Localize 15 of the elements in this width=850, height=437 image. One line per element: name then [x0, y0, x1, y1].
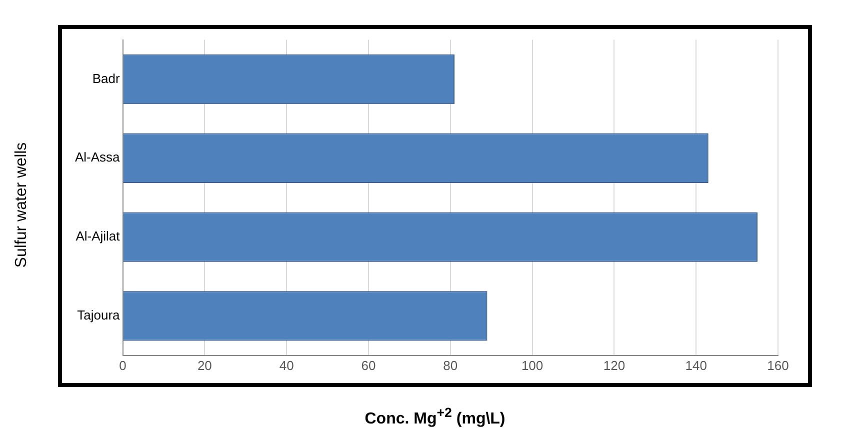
y-axis-title: Sulfur water wells	[13, 142, 31, 268]
y-tick-label: Tajoura	[77, 308, 121, 323]
y-tick-label: Al-Assa	[74, 150, 121, 165]
x-tick-label: 120	[603, 358, 626, 373]
x-tick-label: 100	[521, 358, 544, 373]
x-tick-label: 140	[685, 358, 707, 373]
x-axis-title: Conc. Mg$^{+2}$ (mg\L)	[364, 405, 506, 428]
x-tick-label: 80	[443, 358, 458, 373]
x-tick-label: 40	[279, 358, 294, 373]
x-tick-label: 0	[119, 358, 126, 373]
x-tick-label: 20	[197, 358, 212, 373]
x-tick-label: 160	[767, 358, 789, 373]
y-tick-label: Al-Ajilat	[76, 228, 120, 244]
y-tick-label: Badr	[92, 70, 120, 86]
x-tick-label: 60	[361, 358, 376, 373]
